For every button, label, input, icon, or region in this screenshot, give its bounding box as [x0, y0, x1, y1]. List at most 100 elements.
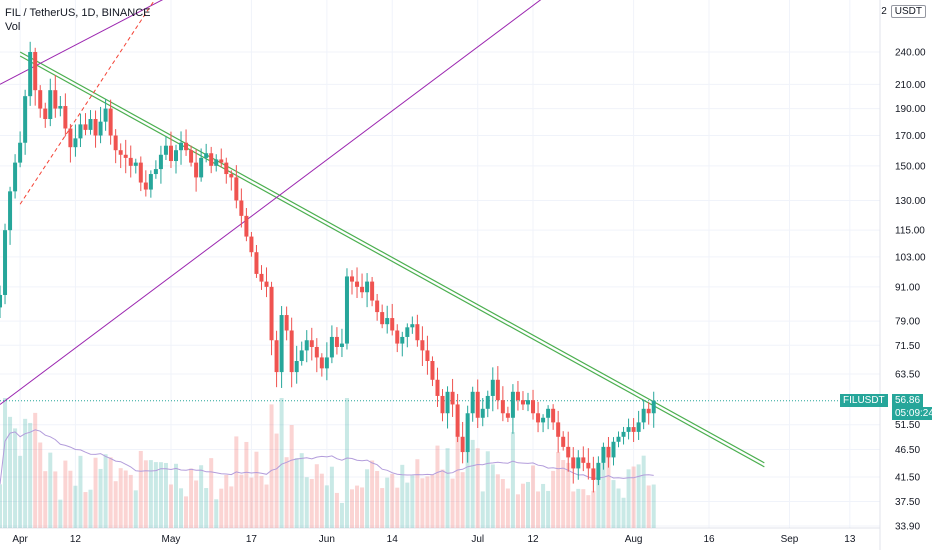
candle-body: [319, 357, 324, 369]
volume-bar: [591, 490, 596, 528]
candle-body: [450, 391, 455, 405]
volume-bar: [68, 470, 73, 528]
candle-body: [118, 150, 123, 155]
candle-body: [551, 408, 556, 423]
candle-body: [103, 108, 108, 122]
volume-bar: [360, 487, 365, 528]
candle-body: [33, 52, 38, 91]
candle-body: [148, 174, 153, 190]
candle-body: [234, 177, 239, 201]
volume-bar: [339, 502, 344, 528]
volume-bar: [365, 469, 370, 528]
volume-bar: [450, 478, 455, 528]
volume-bar: [3, 398, 8, 528]
volume-bar: [269, 404, 274, 528]
price-axis[interactable]: 240.00 210.00 190.00 170.00 150.00 130.00 115.…: [895, 48, 926, 533]
time-tick-label: Aug: [625, 534, 643, 545]
candle-body: [430, 361, 435, 380]
candle-body: [199, 157, 204, 178]
candle-body: [53, 90, 58, 109]
candle-body: [309, 340, 314, 347]
volume-bar: [480, 491, 485, 528]
candle-body: [440, 395, 445, 414]
volume-bar: [199, 465, 204, 528]
volume-bar: [390, 473, 395, 528]
scale-value: 2: [881, 6, 887, 17]
time-tick-label: 17: [246, 534, 258, 545]
volume-bar: [128, 474, 133, 528]
candle-body: [360, 286, 365, 293]
candle-body: [123, 154, 128, 158]
candle-body: [128, 157, 133, 166]
volume-bar: [38, 442, 43, 528]
price-tick-label: 115.00: [895, 226, 925, 237]
candle-body: [38, 90, 43, 109]
symbol-title[interactable]: FIL / TetherUS, 1D, BINANCE: [5, 7, 151, 19]
candle-body: [0, 294, 2, 308]
volume-bar: [108, 457, 113, 528]
candle-body: [420, 340, 425, 351]
currency-button[interactable]: USDT: [890, 5, 926, 18]
price-tick-label: 79.00: [895, 317, 920, 328]
volume-bar: [350, 489, 354, 528]
candle-body: [3, 230, 8, 295]
candle-body: [344, 276, 349, 344]
volume-bar: [0, 484, 2, 528]
volume-bar: [616, 488, 621, 528]
candle-body: [214, 159, 219, 166]
volume-bar: [209, 458, 214, 528]
volume-bar: [43, 471, 48, 528]
candle-body: [158, 154, 163, 170]
candle-body: [334, 336, 339, 347]
candle-body: [601, 446, 606, 463]
candle-body: [249, 236, 254, 253]
candle-body: [189, 150, 194, 163]
volume-bar: [405, 482, 410, 528]
volume-bar: [571, 491, 576, 528]
volume-bar: [324, 485, 329, 528]
candle-body: [621, 431, 626, 437]
volume-bar: [465, 417, 470, 528]
volume-label[interactable]: Vol: [5, 21, 21, 33]
candle-body: [576, 457, 581, 469]
candle-body: [616, 436, 621, 442]
candle-body: [591, 468, 596, 480]
volume-bar: [626, 469, 631, 528]
candle-body: [229, 174, 234, 178]
volume-bar: [88, 489, 93, 528]
candle-body: [179, 142, 184, 151]
candle-body: [73, 138, 78, 148]
candle-body: [23, 96, 28, 143]
candle-body: [294, 361, 299, 373]
time-axis[interactable]: Apr 12 May 17 Jun 14 Jul 12 Aug 16 Sep 13: [12, 534, 855, 545]
volume-bar: [219, 488, 224, 528]
chart-legend: FIL / TetherUS, 1D, BINANCE Vol: [5, 6, 151, 34]
candles: [0, 41, 656, 493]
candle-body: [465, 413, 470, 453]
volume-bar: [204, 488, 209, 528]
candle-body: [209, 153, 214, 166]
volume-bar: [118, 468, 123, 528]
volume-bar: [299, 453, 304, 528]
last-price-label: 56.86: [892, 393, 924, 407]
time-tick-label: Jul: [471, 534, 484, 545]
price-tick-label: 71.50: [895, 341, 920, 352]
volume-bar: [505, 488, 510, 528]
candle-body: [415, 324, 420, 341]
volume-bar: [63, 460, 68, 528]
volume-bar: [375, 470, 380, 528]
candle-body: [566, 446, 571, 458]
volume-bar: [158, 462, 163, 528]
candle-body: [505, 413, 510, 418]
volume-bar: [400, 464, 405, 528]
volume-bar: [546, 490, 551, 528]
candle-body: [631, 427, 636, 432]
candle-body: [531, 400, 536, 414]
candle-body: [254, 252, 259, 274]
candle-body: [133, 162, 138, 166]
candle-body: [98, 121, 103, 136]
candle-body: [78, 124, 83, 139]
drawings: [0, 0, 880, 468]
